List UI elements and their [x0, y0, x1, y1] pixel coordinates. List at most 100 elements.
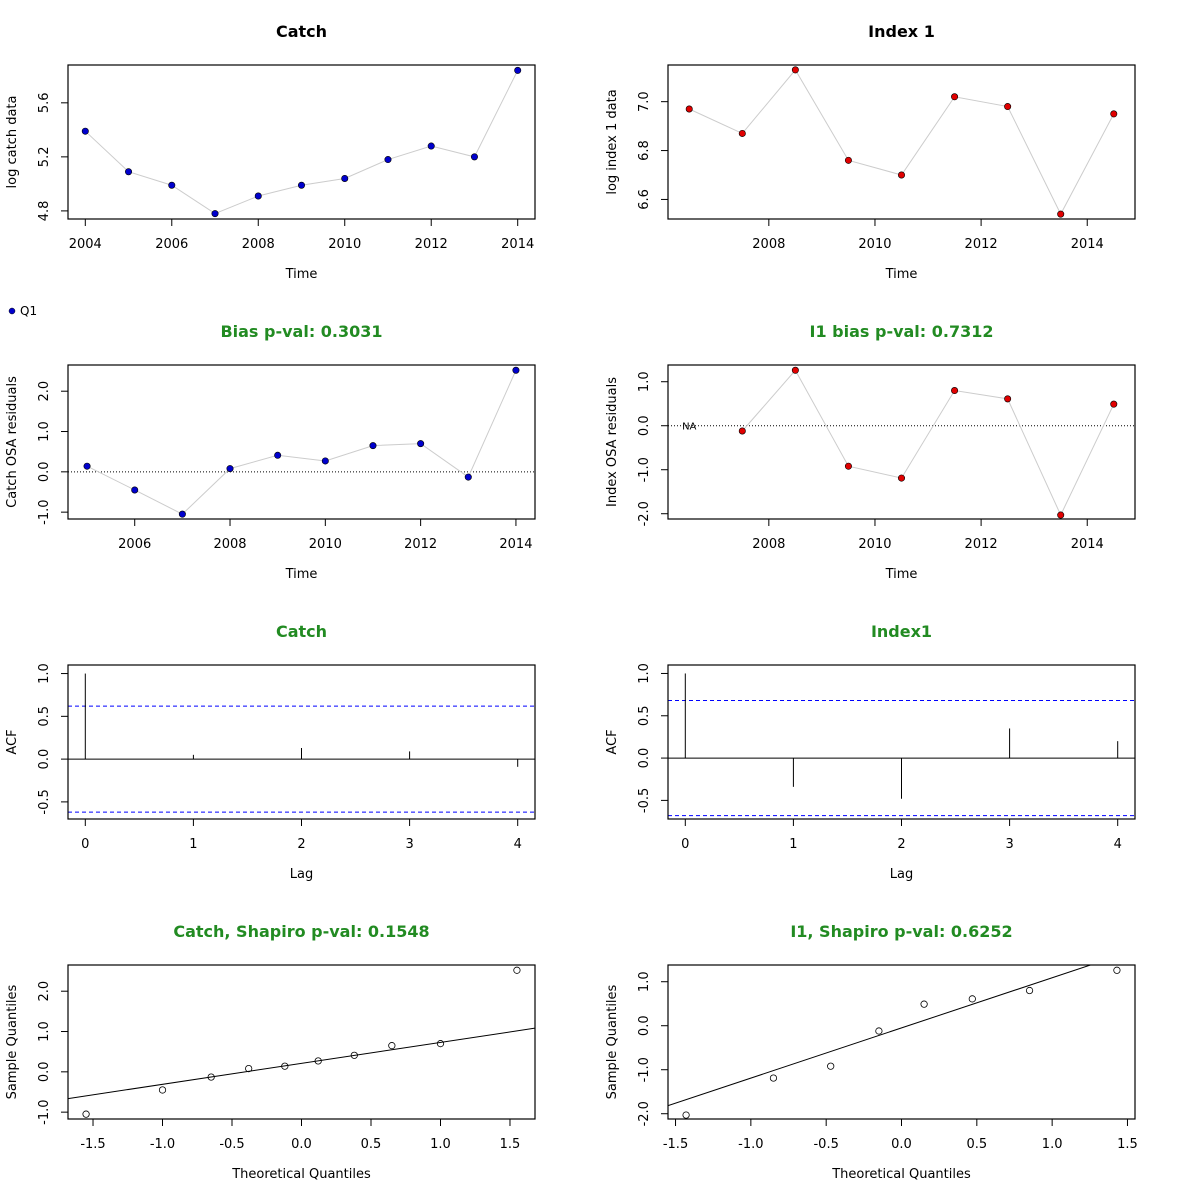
x-tick-label: 3: [405, 837, 413, 852]
plot-area: [68, 673, 535, 813]
y-axis-label: Index OSA residuals: [605, 377, 620, 507]
y-tick-label: -0.5: [637, 788, 652, 813]
y-tick-label: 0.0: [637, 1015, 652, 1036]
x-tick-label: 2006: [118, 537, 151, 552]
x-tick-label: 2004: [69, 237, 102, 252]
x-tick-label: 4: [514, 837, 522, 852]
y-axis-label: log index 1 data: [605, 89, 620, 194]
qq-reference-line: [668, 965, 1093, 1107]
x-axis-label: Theoretical Quantiles: [831, 1167, 971, 1182]
y-axis-label: ACF: [5, 729, 20, 754]
data-point: [844, 462, 852, 470]
chart-title: Catch: [276, 22, 327, 41]
catch-legend: Q1: [8, 304, 37, 318]
data-point: [81, 127, 89, 135]
data-point: [1110, 400, 1118, 408]
x-tick-label: 2010: [309, 537, 342, 552]
data-point: [254, 192, 262, 200]
plot-area: [81, 66, 522, 218]
y-tick-label: -2.0: [637, 1101, 652, 1126]
chart-title: I1 bias p-val: 0.7312: [810, 322, 994, 341]
legend-label-q1: Q1: [20, 304, 37, 318]
qq-point: [245, 1065, 253, 1073]
y-tick-label: -1.0: [637, 1057, 652, 1082]
y-tick-label: 0.0: [37, 461, 52, 482]
x-tick-label: 2014: [1071, 237, 1104, 252]
data-point: [897, 171, 905, 179]
x-tick-label: 2010: [858, 237, 891, 252]
x-tick-label: 2: [297, 837, 305, 852]
y-tick-label: 0.5: [37, 706, 52, 727]
index-acf-panel: Index1 Lag ACF 0 1 2 3 4 -0.5 0.0 0.5 1.0: [605, 622, 1136, 882]
data-point: [897, 474, 905, 482]
y-tick-label: -1.0: [37, 499, 52, 524]
catch-data-panel: Catch Time log catch data 2004 2006 2008 2010 2…: [5, 22, 536, 282]
data-point: [417, 440, 425, 448]
y-tick-label: 0.0: [37, 749, 52, 770]
catch-qq-panel: Catch, Shapiro p-val: 0.1548 Theoretical …: [5, 922, 536, 1182]
data-point: [1004, 103, 1012, 111]
plot-area: [68, 966, 535, 1118]
y-tick-label: -0.5: [37, 789, 52, 814]
qq-point: [513, 966, 521, 974]
x-tick-label: 1: [189, 837, 197, 852]
chart-title: Bias p-val: 0.3031: [220, 322, 382, 341]
plot-frame: [67, 664, 536, 820]
data-point: [1110, 110, 1118, 118]
y-tick-label: 1.0: [37, 1021, 52, 1042]
data-point: [1057, 511, 1065, 519]
x-tick-label: -1.5: [80, 1137, 105, 1152]
x-tick-label: 3: [1005, 837, 1013, 852]
data-point: [211, 210, 219, 218]
legend-marker-q1: [8, 307, 16, 315]
x-tick-label: 0: [681, 837, 689, 852]
y-tick-label: 0.0: [637, 415, 652, 436]
na-annotation: NA: [682, 422, 696, 433]
data-point: [1004, 395, 1012, 403]
y-tick-label: 5.6: [37, 92, 52, 113]
qq-point: [769, 1074, 778, 1082]
y-tick-label: 4.8: [37, 201, 52, 222]
x-tick-label: 0.5: [361, 1137, 382, 1152]
qq-point: [281, 1062, 289, 1070]
data-point: [369, 442, 377, 450]
x-tick-label: 0.5: [966, 1137, 987, 1152]
series-connector-line: [741, 369, 1115, 517]
qq-point: [1113, 966, 1121, 974]
x-tick-label: -1.0: [738, 1137, 763, 1152]
data-point: [791, 66, 799, 74]
qq-point: [968, 995, 976, 1003]
plot-frame: [67, 364, 536, 520]
data-point: [427, 142, 435, 150]
data-point: [83, 462, 91, 470]
y-tick-label: 1.0: [37, 663, 52, 684]
catch-acf-panel: Catch Lag ACF 0 1 2 3 4 -0.5 0.0 0.5 1.0: [5, 622, 536, 882]
data-point: [951, 93, 959, 101]
x-tick-label: 2014: [501, 237, 534, 252]
index-data-panel: Index 1 Time log index 1 data 2008 2010 2012 2…: [605, 22, 1136, 282]
series-connector-line: [86, 370, 517, 515]
x-tick-label: 1.5: [500, 1137, 521, 1152]
series-connector-line: [84, 70, 519, 215]
x-tick-label: 2008: [213, 537, 246, 552]
data-point: [297, 181, 305, 189]
y-tick-label: -1.0: [37, 1099, 52, 1124]
y-axis-label: Catch OSA residuals: [5, 376, 20, 508]
qq-point: [82, 1110, 90, 1118]
data-point: [738, 129, 746, 137]
plot-frame: [67, 964, 536, 1120]
x-tick-label: -1.5: [663, 1137, 688, 1152]
plot-area: [685, 66, 1118, 218]
catch-resid-panel: Bias p-val: 0.3031 Time Catch OSA residual…: [5, 322, 536, 582]
y-tick-label: 5.2: [37, 147, 52, 168]
y-tick-label: 1.0: [37, 421, 52, 442]
chart-title: Catch: [276, 622, 327, 641]
y-tick-label: 6.8: [637, 140, 652, 161]
x-axis-label: Time: [885, 567, 918, 582]
x-tick-label: 1.5: [1117, 1137, 1138, 1152]
x-axis-label: Theoretical Quantiles: [231, 1167, 371, 1182]
y-axis-label: Sample Quantiles: [5, 984, 20, 1099]
y-tick-label: 1.0: [637, 371, 652, 392]
x-axis-label: Lag: [290, 867, 313, 882]
